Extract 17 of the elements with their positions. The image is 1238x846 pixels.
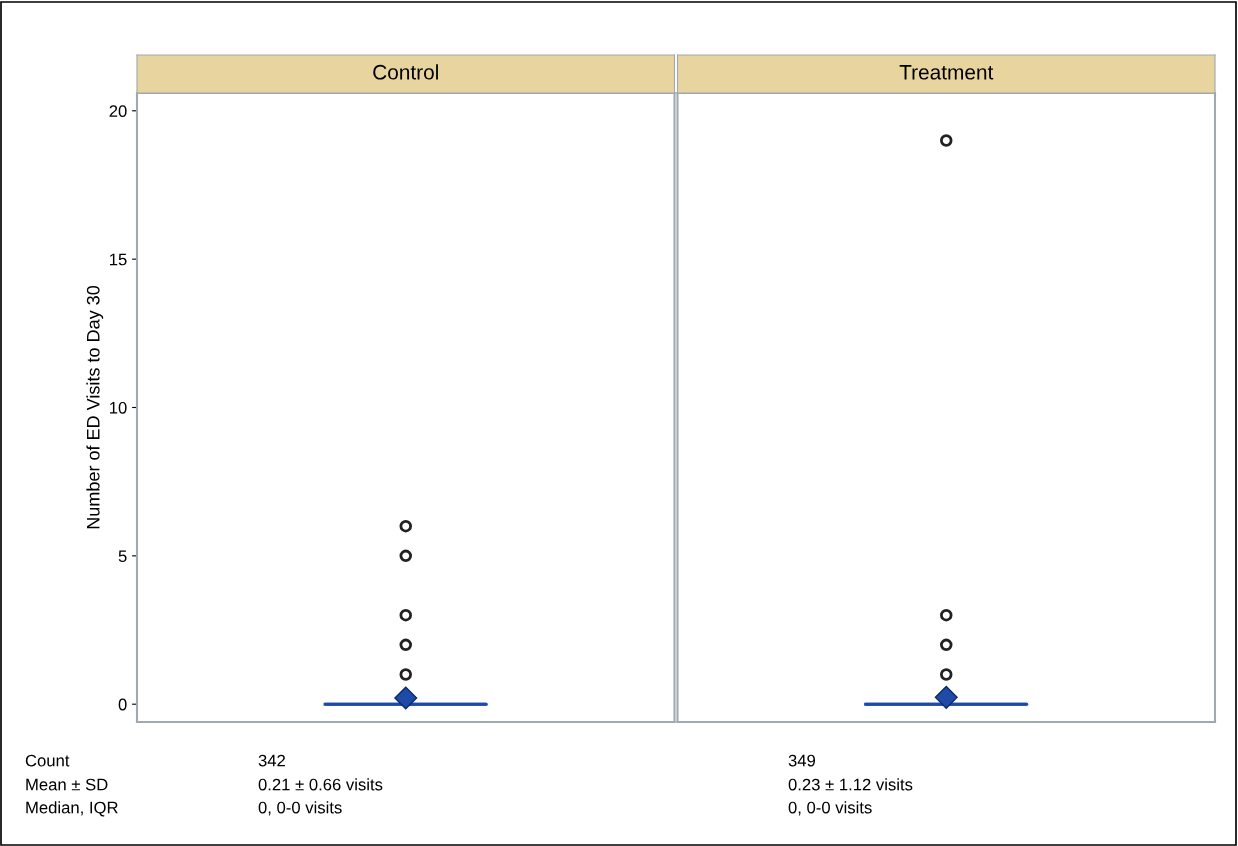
y-tick-label: 15 — [110, 253, 127, 266]
text: 342 — [258, 754, 285, 767]
text: Count — [25, 754, 70, 767]
text: 0, 0-0 visits — [788, 801, 872, 816]
text: Mean ± SD — [26, 778, 108, 791]
y-tick-label: 20 — [109, 105, 127, 118]
text: 349 — [788, 754, 816, 767]
x-tick-label: Control — [373, 64, 438, 80]
y-tick-label: 10 — [110, 401, 127, 414]
x-tick-label: Treatment — [899, 65, 994, 80]
text: 0, 0-0 visits — [258, 801, 342, 816]
y-axis-title: Number of ED Visits to Day 30 — [86, 285, 104, 529]
text: 0.21 ± 0.66 visits — [258, 778, 383, 791]
y-tick-label: 5 — [118, 550, 127, 563]
text: Median, IQR — [26, 801, 118, 817]
y-tick-label: 0 — [118, 698, 127, 711]
text: 0.23 ± 1.12 visits — [788, 778, 913, 791]
